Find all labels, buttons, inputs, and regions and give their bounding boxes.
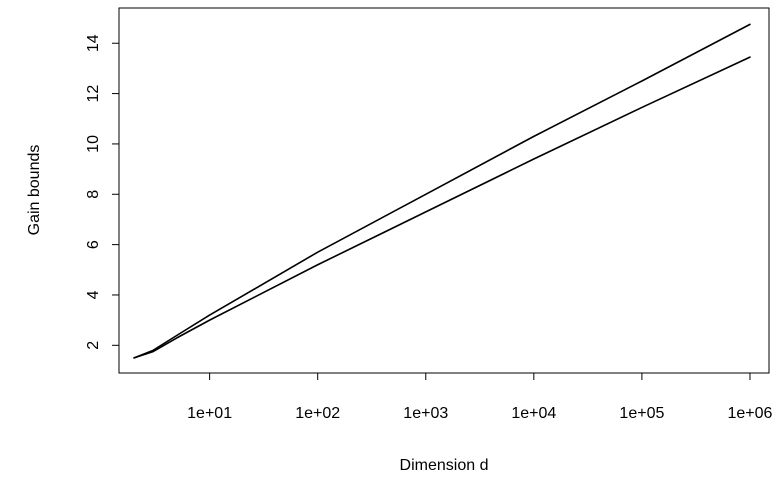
series-line-1	[133, 23, 751, 359]
y-tick-label: 10	[85, 135, 102, 153]
x-axis-title: Dimension d	[400, 457, 489, 474]
x-tick-label: 1e+02	[295, 405, 340, 422]
x-tick-label: 1e+03	[403, 405, 448, 422]
plot-area-frame	[118, 7, 770, 374]
y-tick-label: 2	[85, 341, 102, 350]
x-tick-label: 1e+05	[619, 405, 664, 422]
y-tick-label: 6	[85, 240, 102, 249]
y-axis: 2 4 6 8 10 12 14	[85, 34, 120, 350]
x-tick-label: 1e+01	[187, 405, 232, 422]
x-tick-label: 1e+04	[511, 405, 556, 422]
series-layer	[133, 23, 751, 359]
x-axis: 1e+01 1e+02 1e+03 1e+04 1e+05 1e+06	[187, 372, 773, 422]
x-tick-label: 1e+06	[728, 405, 773, 422]
series-line-2	[133, 56, 751, 359]
y-tick-label: 4	[85, 290, 102, 299]
y-axis-title: Gain bounds	[26, 145, 43, 236]
y-tick-label: 8	[85, 190, 102, 199]
y-tick-label: 12	[85, 85, 102, 103]
y-tick-label: 14	[85, 34, 102, 52]
